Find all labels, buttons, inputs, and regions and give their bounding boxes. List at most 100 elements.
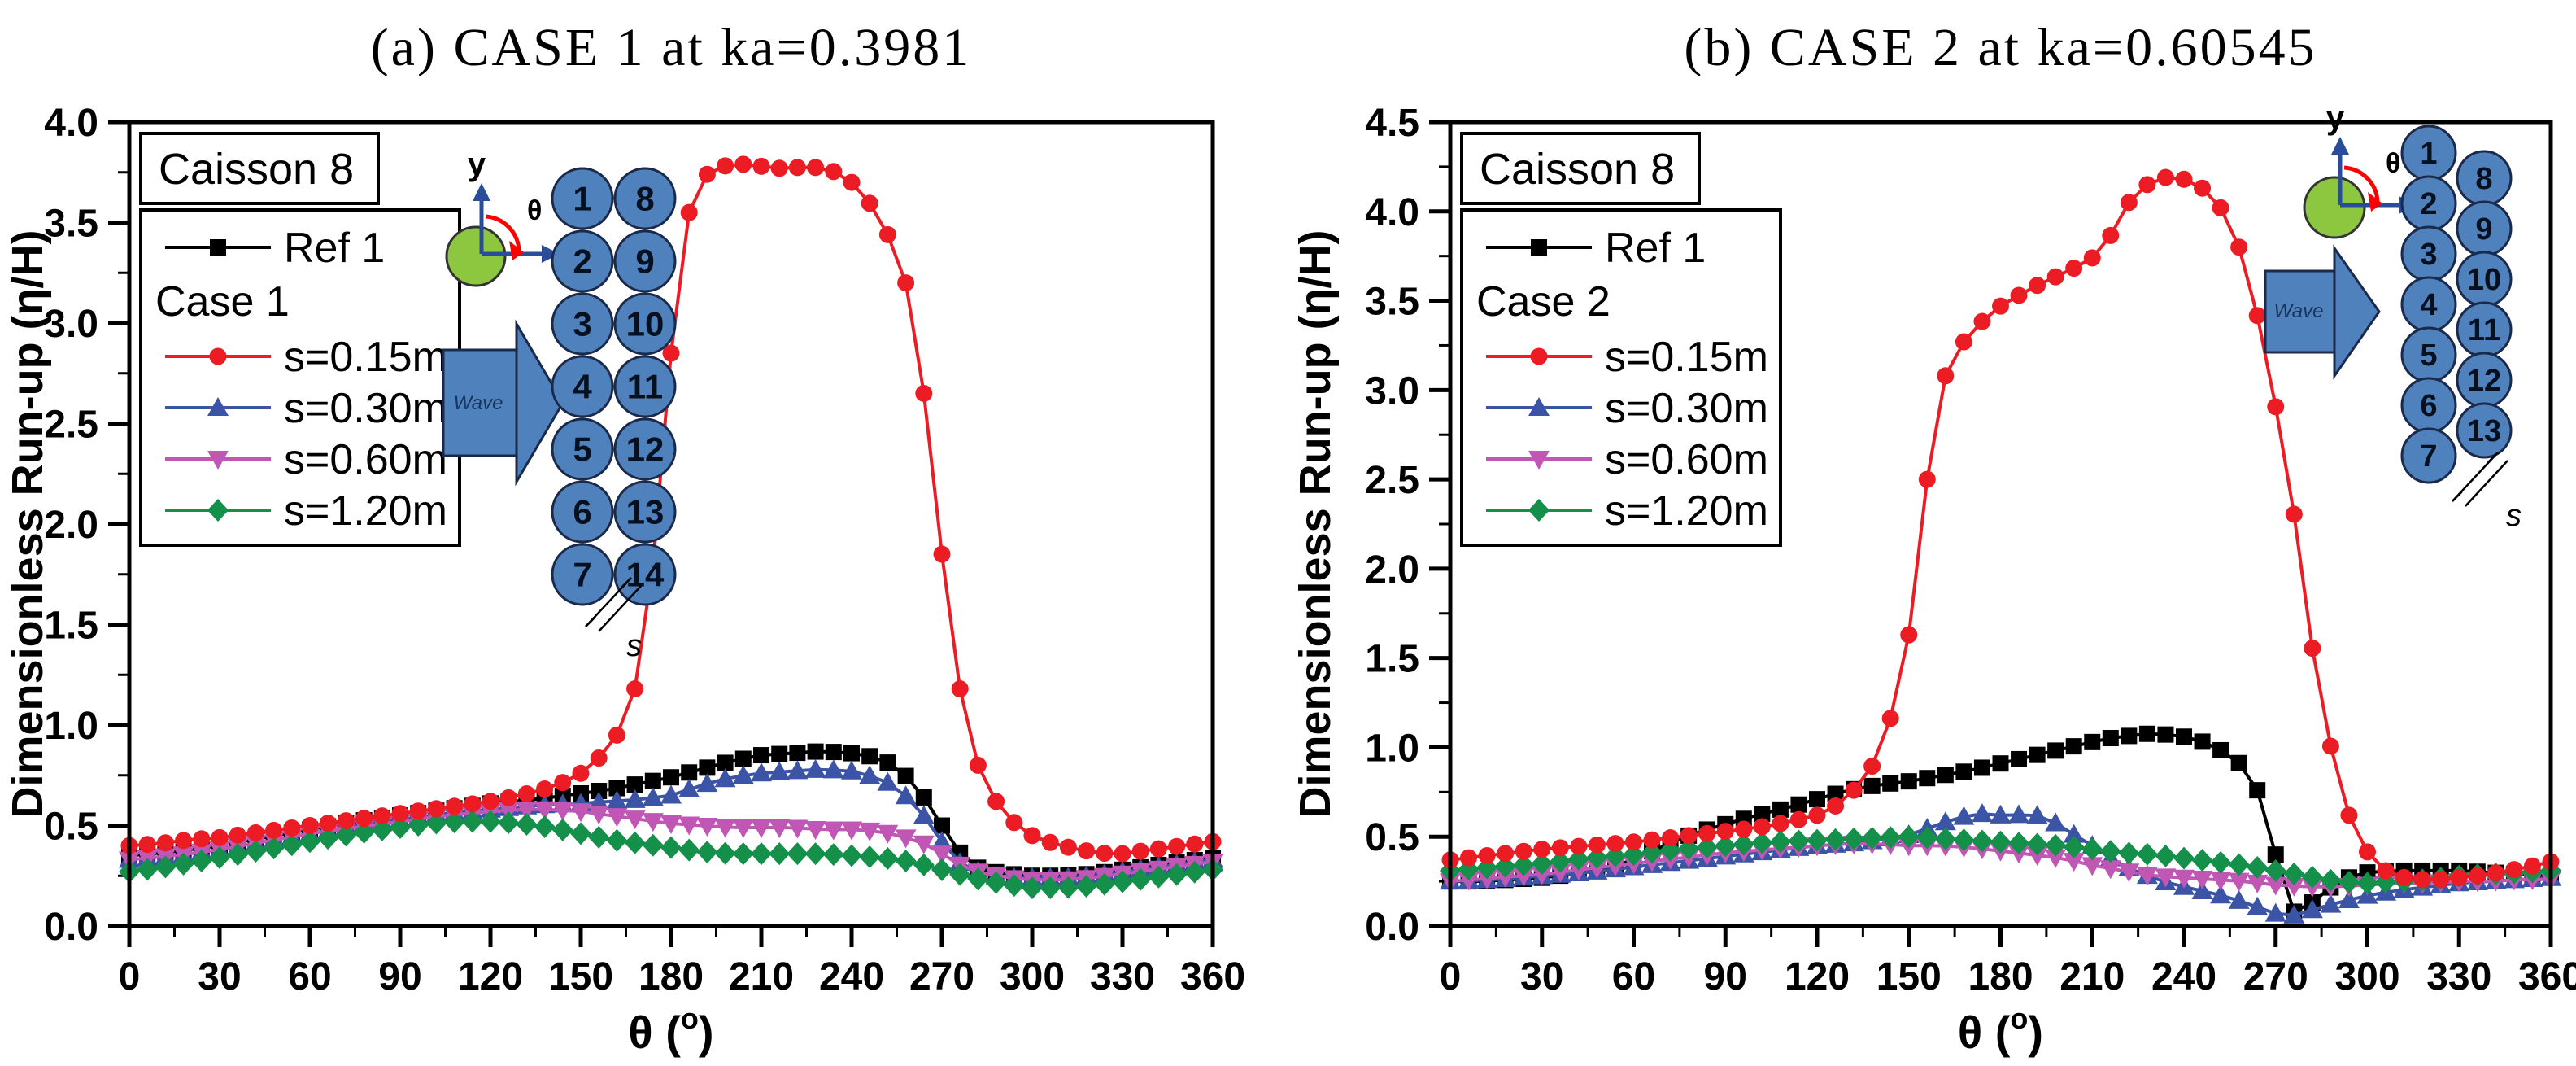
svg-text:240: 240 bbox=[2151, 955, 2216, 998]
svg-text:2.0: 2.0 bbox=[1365, 548, 1419, 592]
array-circle-number-3: 3 bbox=[573, 304, 591, 343]
svg-text:360: 360 bbox=[2518, 955, 2576, 998]
array-circle-number-8: 8 bbox=[635, 179, 654, 217]
svg-text:3.0: 3.0 bbox=[1365, 369, 1419, 413]
chart-panel-a: (a) CASE 1 at ka=0.3981 0 30 60 90 120 150 180 2… bbox=[3, 18, 1246, 1058]
svg-text:3.0: 3.0 bbox=[44, 303, 98, 346]
inset-theta-label: θ bbox=[527, 195, 542, 226]
svg-text:180: 180 bbox=[639, 955, 704, 998]
caisson-8-circle bbox=[445, 225, 507, 287]
svg-text:90: 90 bbox=[378, 955, 421, 998]
array-circle-14 bbox=[613, 543, 677, 606]
array-circle-8 bbox=[613, 167, 677, 230]
legend-label-s-0.30m: s=0.30m bbox=[284, 385, 447, 432]
series-s-0.15m bbox=[1441, 168, 2560, 889]
array-circle-number-10: 10 bbox=[2467, 263, 2501, 297]
theta-arc bbox=[485, 214, 521, 251]
array-circle-3 bbox=[551, 292, 614, 356]
array-circle-number-6: 6 bbox=[573, 492, 591, 531]
svg-text:150: 150 bbox=[548, 955, 613, 998]
x-axis-title: θ (o) bbox=[1958, 1002, 2043, 1058]
y-axis-title: Dimensionless Run-up (η/H) bbox=[3, 229, 52, 818]
array-circle-number-8: 8 bbox=[2475, 162, 2492, 196]
array-circle-number-10: 10 bbox=[626, 304, 665, 343]
svg-text:0.5: 0.5 bbox=[1365, 816, 1419, 859]
array-circle-7 bbox=[2400, 427, 2457, 484]
array-circle-number-11: 11 bbox=[2468, 313, 2500, 347]
svg-text:0: 0 bbox=[1440, 955, 1462, 998]
svg-text:90: 90 bbox=[1704, 955, 1747, 998]
svg-text:4.0: 4.0 bbox=[44, 102, 98, 145]
svg-text:300: 300 bbox=[1000, 955, 1065, 998]
y-tick-labels: 0.0 0.5 1.0 1.5 2.0 2.5 3.0 3.5 4.0 4.5 bbox=[1365, 102, 1419, 949]
svg-text:1.0: 1.0 bbox=[1365, 727, 1419, 770]
array-circle-13 bbox=[2456, 402, 2513, 459]
legend-group-label: Case 2 bbox=[1476, 278, 1611, 325]
array-circle-number-11: 11 bbox=[627, 367, 663, 405]
array-circle-7 bbox=[551, 543, 614, 606]
svg-text:240: 240 bbox=[819, 955, 884, 998]
array-circle-6 bbox=[551, 480, 614, 544]
array-circle-number-4: 4 bbox=[573, 367, 592, 405]
y-axis-title: Dimensionless Run-up (η/H) bbox=[1291, 229, 1340, 818]
caisson-label: Caisson 8 bbox=[159, 145, 354, 194]
legend-label-s-1.20m: s=1.20m bbox=[1605, 487, 1768, 535]
svg-text:4.5: 4.5 bbox=[1365, 102, 1419, 145]
array-circle-number-7: 7 bbox=[2420, 439, 2437, 474]
caisson-array-inset: Waveyxθ12345678910111213s bbox=[2264, 100, 2522, 533]
array-circle-10 bbox=[613, 292, 677, 356]
array-circle-5 bbox=[551, 417, 614, 481]
array-circle-number-9: 9 bbox=[2475, 212, 2492, 247]
x-axis-title: θ (o) bbox=[628, 1002, 713, 1058]
svg-text:30: 30 bbox=[1520, 955, 1563, 998]
caisson-label-box: Caisson 8 bbox=[1460, 132, 1701, 205]
svg-text:3.5: 3.5 bbox=[44, 203, 98, 246]
svg-text:4.0: 4.0 bbox=[1365, 191, 1419, 234]
legend-label-s-0.60m: s=0.60m bbox=[1605, 436, 1768, 483]
theta-arc bbox=[2343, 165, 2380, 203]
array-circle-number-5: 5 bbox=[573, 430, 591, 468]
panel-title: (b) CASE 2 at ka=0.60545 bbox=[1684, 18, 2317, 77]
svg-text:360: 360 bbox=[1180, 955, 1245, 998]
array-circle-12 bbox=[613, 417, 677, 481]
array-circle-4 bbox=[551, 355, 614, 418]
svg-text:270: 270 bbox=[909, 955, 974, 998]
svg-text:60: 60 bbox=[1612, 955, 1655, 998]
svg-text:0.0: 0.0 bbox=[44, 906, 98, 949]
array-circle-number-14: 14 bbox=[626, 555, 665, 593]
array-circle-11 bbox=[613, 355, 677, 418]
inset-y-label: y bbox=[2326, 100, 2345, 136]
svg-text:1.5: 1.5 bbox=[1365, 638, 1419, 681]
svg-text:330: 330 bbox=[1090, 955, 1155, 998]
caisson-8-circle bbox=[2303, 176, 2366, 239]
array-circle-number-7: 7 bbox=[573, 555, 591, 593]
legend-label-s-0.30m: s=0.30m bbox=[1605, 385, 1768, 432]
svg-text:300: 300 bbox=[2334, 955, 2399, 998]
svg-text:1.0: 1.0 bbox=[44, 705, 98, 748]
svg-text:2.0: 2.0 bbox=[44, 504, 98, 547]
svg-text:60: 60 bbox=[288, 955, 331, 998]
array-circle-number-4: 4 bbox=[2420, 288, 2437, 322]
array-circle-number-12: 12 bbox=[2467, 364, 2501, 398]
series-s-1.20m bbox=[119, 810, 1223, 900]
array-circle-number-3: 3 bbox=[2420, 238, 2437, 272]
plot-frame bbox=[1448, 120, 2553, 928]
svg-text:210: 210 bbox=[2059, 955, 2125, 998]
spacing-s-label: s bbox=[626, 629, 642, 663]
legend-label-s-0.15m: s=0.15m bbox=[284, 334, 447, 381]
legend-label-ref-1: Ref 1 bbox=[284, 225, 385, 272]
array-circle-number-2: 2 bbox=[2420, 187, 2437, 221]
svg-text:0: 0 bbox=[119, 955, 141, 998]
caisson-array-inset: Waveyxθ1234567891011121314s bbox=[442, 146, 677, 663]
svg-text:0.5: 0.5 bbox=[44, 806, 98, 849]
svg-text:270: 270 bbox=[2243, 955, 2308, 998]
svg-text:2.5: 2.5 bbox=[44, 404, 98, 447]
wave-arrow: Wave bbox=[2264, 244, 2381, 380]
svg-text:330: 330 bbox=[2426, 955, 2491, 998]
spacing-mark bbox=[2452, 452, 2508, 507]
array-circle-1 bbox=[551, 167, 614, 230]
y-tick-labels: 0.0 0.5 1.0 1.5 2.0 2.5 3.0 3.5 4.0 bbox=[44, 102, 98, 949]
array-circle-9 bbox=[613, 229, 677, 293]
